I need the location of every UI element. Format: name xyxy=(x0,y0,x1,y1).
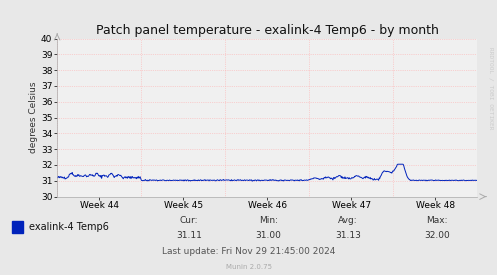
Y-axis label: degrees Celsius: degrees Celsius xyxy=(29,82,38,153)
Text: exalink-4 Temp6: exalink-4 Temp6 xyxy=(29,222,109,232)
Text: Munin 2.0.75: Munin 2.0.75 xyxy=(226,264,271,270)
Text: Cur:: Cur: xyxy=(179,216,198,225)
Text: 31.13: 31.13 xyxy=(335,231,361,240)
Title: Patch panel temperature - exalink-4 Temp6 - by month: Patch panel temperature - exalink-4 Temp… xyxy=(96,24,438,37)
Text: Last update: Fri Nov 29 21:45:00 2024: Last update: Fri Nov 29 21:45:00 2024 xyxy=(162,248,335,256)
Text: Max:: Max: xyxy=(426,216,448,225)
Text: Min:: Min: xyxy=(259,216,278,225)
Text: 31.11: 31.11 xyxy=(176,231,202,240)
Text: 31.00: 31.00 xyxy=(255,231,281,240)
Text: RRDTOOL / TOBI OETIKER: RRDTOOL / TOBI OETIKER xyxy=(489,47,494,129)
Text: 32.00: 32.00 xyxy=(424,231,450,240)
Text: Avg:: Avg: xyxy=(338,216,358,225)
